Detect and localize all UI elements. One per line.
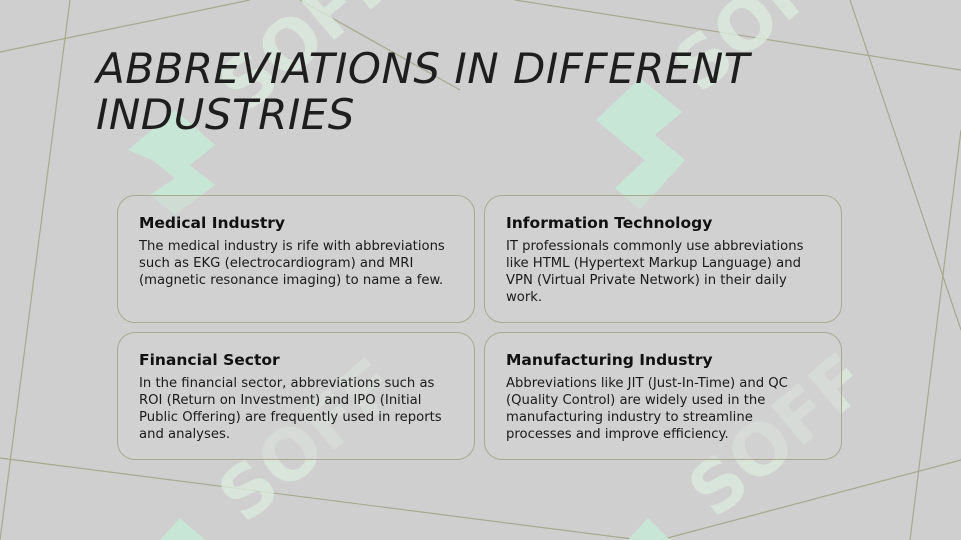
card-financial-sector: Financial Sector In the financial sector… — [117, 332, 475, 460]
card-heading: Medical Industry — [139, 214, 286, 232]
card-heading: Financial Sector — [139, 351, 280, 369]
card-body: In the financial sector, abbreviations s… — [139, 376, 442, 442]
slide-title: ABBREVIATIONS IN DIFFERENT INDUSTRIES — [96, 44, 750, 139]
card-body: Abbreviations like JIT (Just-In-Time) an… — [506, 376, 788, 442]
card-body: The medical industry is rife with abbrev… — [139, 239, 445, 288]
card-manufacturing-industry: Manufacturing Industry Abbreviations lik… — [484, 332, 842, 460]
card-heading: Information Technology — [506, 214, 713, 232]
card-heading: Manufacturing Industry — [506, 351, 713, 369]
card-information-technology: Information Technology IT professionals … — [484, 195, 842, 323]
card-medical-industry: Medical Industry The medical industry is… — [117, 195, 475, 323]
card-body: IT professionals commonly use abbreviati… — [506, 239, 804, 305]
